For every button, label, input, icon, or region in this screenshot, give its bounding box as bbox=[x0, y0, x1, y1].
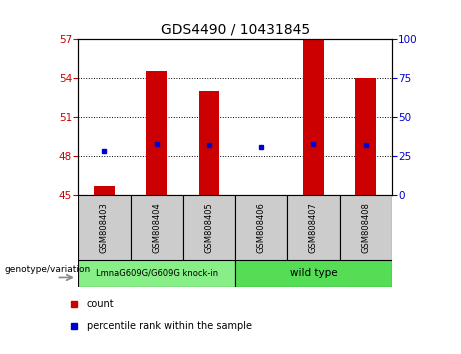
Text: wild type: wild type bbox=[290, 268, 337, 279]
Text: genotype/variation: genotype/variation bbox=[5, 265, 91, 274]
Bar bbox=[78, 260, 235, 287]
Bar bbox=[235, 195, 287, 260]
Text: GSM808404: GSM808404 bbox=[152, 202, 161, 253]
Text: GSM808405: GSM808405 bbox=[205, 202, 213, 253]
Text: GSM808408: GSM808408 bbox=[361, 202, 370, 253]
Text: percentile rank within the sample: percentile rank within the sample bbox=[87, 321, 252, 331]
Bar bbox=[199, 91, 219, 195]
Bar bbox=[94, 185, 115, 195]
Text: LmnaG609G/G609G knock-in: LmnaG609G/G609G knock-in bbox=[96, 269, 218, 278]
Bar bbox=[183, 195, 235, 260]
Bar bbox=[340, 195, 392, 260]
Bar bbox=[235, 260, 392, 287]
Bar bbox=[355, 78, 376, 195]
Title: GDS4490 / 10431845: GDS4490 / 10431845 bbox=[160, 22, 310, 36]
Bar bbox=[146, 72, 167, 195]
Bar bbox=[287, 195, 340, 260]
Text: GSM808407: GSM808407 bbox=[309, 202, 318, 253]
Bar bbox=[303, 39, 324, 195]
Bar bbox=[78, 195, 130, 260]
Text: count: count bbox=[87, 299, 114, 309]
Bar bbox=[130, 195, 183, 260]
Text: GSM808406: GSM808406 bbox=[257, 202, 266, 253]
Text: GSM808403: GSM808403 bbox=[100, 202, 109, 253]
